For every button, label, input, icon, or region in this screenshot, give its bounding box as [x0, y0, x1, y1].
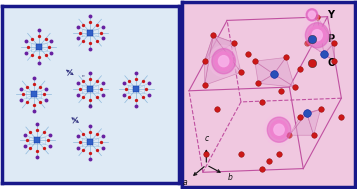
- Polygon shape: [300, 109, 321, 117]
- Circle shape: [270, 120, 288, 139]
- Polygon shape: [205, 35, 234, 61]
- Circle shape: [267, 117, 291, 142]
- Circle shape: [302, 19, 332, 51]
- Polygon shape: [307, 43, 335, 61]
- Text: c: c: [204, 134, 208, 143]
- Circle shape: [264, 114, 294, 146]
- Polygon shape: [205, 35, 241, 85]
- Circle shape: [308, 26, 326, 44]
- Polygon shape: [274, 57, 295, 87]
- Polygon shape: [258, 74, 295, 87]
- Circle shape: [305, 7, 319, 23]
- Text: a: a: [183, 178, 187, 187]
- Circle shape: [215, 52, 232, 70]
- Circle shape: [306, 9, 318, 21]
- Circle shape: [218, 56, 229, 67]
- Text: b: b: [227, 173, 232, 182]
- Text: R: R: [89, 104, 92, 108]
- Polygon shape: [317, 17, 335, 54]
- Polygon shape: [307, 109, 321, 135]
- Polygon shape: [290, 113, 307, 135]
- Text: n: n: [82, 74, 84, 78]
- Text: O: O: [327, 58, 336, 68]
- Polygon shape: [205, 35, 213, 85]
- Circle shape: [308, 11, 315, 19]
- Circle shape: [209, 45, 238, 77]
- Polygon shape: [324, 43, 335, 61]
- Circle shape: [212, 49, 235, 74]
- Polygon shape: [290, 113, 314, 135]
- Text: Y: Y: [327, 10, 335, 20]
- Polygon shape: [213, 35, 241, 72]
- Polygon shape: [255, 61, 274, 83]
- Circle shape: [312, 30, 322, 41]
- Circle shape: [305, 23, 329, 48]
- Text: P: P: [327, 34, 335, 44]
- Circle shape: [274, 124, 284, 135]
- Polygon shape: [307, 17, 324, 54]
- Polygon shape: [255, 57, 286, 74]
